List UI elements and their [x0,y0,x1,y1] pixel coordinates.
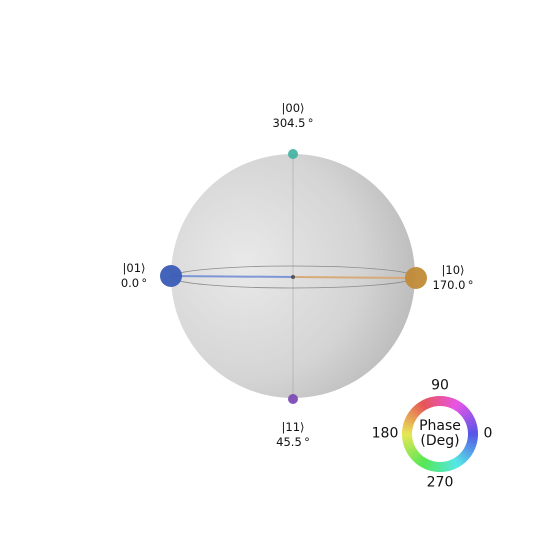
wheel-segment [444,460,451,472]
wheel-segment [433,461,438,472]
wheel-segment [436,461,441,472]
wheel-segment [410,451,421,462]
wheel-segment [464,414,475,423]
state-label-10: |10⟩ 170.0 ° [433,263,474,293]
wheel-title-line2: (Deg) [420,433,460,449]
phase-00: 304.5 ° [272,116,314,130]
wheel-segment [415,402,424,413]
phase-color-wheel [402,396,479,472]
wheel-segment [423,459,431,470]
wheel-segment [415,455,425,466]
wheel-tick-0: 0 [483,425,493,442]
wheel-segment [402,430,413,435]
wheel-segment [420,399,429,410]
state-marker-01 [160,265,182,287]
wheel-title: Phase (Deg) [419,419,461,449]
wheel-segment [456,455,465,466]
wheel-segment [466,420,477,427]
vector-10 [292,276,417,279]
origin-dot [291,275,295,279]
wheel-segment [466,423,478,430]
state-label-11: |11⟩ 45.5 ° [276,420,310,450]
wheel-segment [449,459,457,470]
wheel-segment [465,443,476,451]
phase-11: 45.5 ° [276,435,310,449]
wheel-segment [433,396,438,407]
wheel-segment [412,404,423,415]
wheel-segment [467,436,478,441]
wheel-segment [407,448,418,457]
state-marker-10 [405,267,427,289]
state-marker-00 [288,149,298,159]
wheel-segment [402,436,413,441]
ket-01: |01⟩ [122,261,146,275]
wheel-segment [404,417,415,425]
wheel-segment [413,453,423,464]
wheel-segment [408,450,419,459]
wheel-segment [453,400,462,412]
vector-01 [170,275,294,278]
wheel-segment [466,440,477,447]
wheel-segment [405,415,416,423]
wheel-segment [464,445,475,453]
wheel-segment [402,427,413,432]
wheel-segment [461,449,472,459]
wheel-segment [442,396,447,407]
wheel-segment [446,397,453,408]
wheel-segment [423,398,431,409]
wheel-segment [455,402,465,413]
wheel-segment [461,409,472,418]
wheel-segment [406,412,418,421]
state-label-00: |00⟩ 304.5 ° [273,101,314,131]
phase-01: 0.0 ° [120,276,148,290]
wheel-segment [439,396,444,407]
state-label-01: |01⟩ 0.0 ° [121,261,147,291]
wheel-segment [427,460,434,471]
wheel-tick-270: 270 [426,474,454,491]
wheel-segment [408,409,419,419]
wheel-segment [421,458,429,469]
wheel-segment [454,456,463,467]
ket-00: |00⟩ [281,101,305,115]
wheel-segment [459,451,470,461]
wheel-segment [418,456,427,468]
wheel-segment [451,399,459,410]
wheel-segment [442,461,447,472]
wheel-segment [447,460,454,471]
wheel-segment [459,406,470,417]
wheel-segment [410,407,421,417]
wheel-segment [449,398,457,409]
state-marker-11 [288,394,298,404]
wheel-title-line1: Phase [419,418,461,434]
wheel-segment [457,404,467,415]
wheel-segment [462,411,473,420]
wheel-segment [404,443,415,451]
wheel-segment [402,438,414,445]
wheel-segment [429,396,436,408]
wheel-tick-90: 90 [431,377,449,394]
wheel-segment [465,417,476,425]
wheel-segment [462,447,474,456]
wheel-segment [467,433,479,438]
wheel-tick-180: 180 [371,425,399,442]
wheel-segment [451,458,460,469]
ket-11: |11⟩ [281,420,305,434]
wheel-segment [457,453,468,464]
wheel-segment [405,445,416,454]
wheel-segment [403,441,414,448]
wheel-segment [467,427,478,432]
wheel-segment [403,421,414,428]
ket-10: |10⟩ [441,263,465,277]
wheel-segment [417,401,426,412]
wheel-segment [426,397,433,408]
phase-10: 170.0 ° [432,278,474,292]
